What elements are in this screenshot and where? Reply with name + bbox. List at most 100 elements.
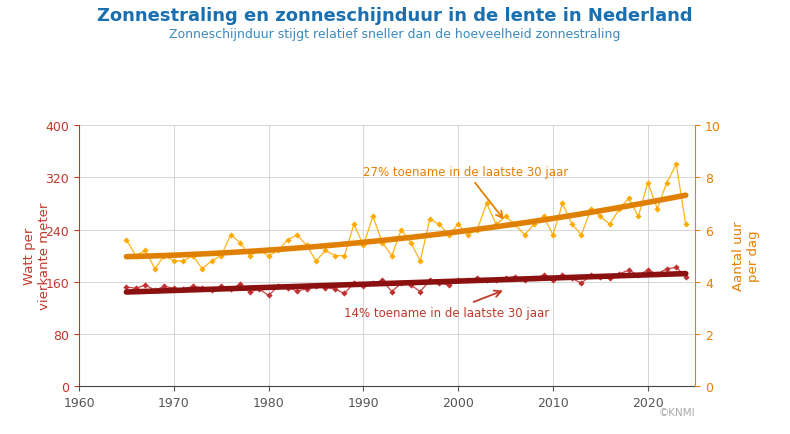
Point bbox=[272, 283, 284, 290]
Point bbox=[300, 286, 313, 293]
Point bbox=[490, 221, 502, 228]
Text: 14% toename in de laatste 30 jaar: 14% toename in de laatste 30 jaar bbox=[344, 291, 550, 319]
Point bbox=[177, 286, 190, 293]
Point bbox=[196, 266, 209, 273]
Point bbox=[329, 253, 341, 260]
Point bbox=[120, 284, 133, 291]
Point bbox=[480, 277, 493, 284]
Point bbox=[262, 253, 275, 260]
Point bbox=[224, 286, 237, 293]
Point bbox=[310, 258, 322, 265]
Point bbox=[139, 282, 152, 289]
Point bbox=[310, 283, 322, 290]
Point bbox=[528, 275, 540, 282]
Point bbox=[594, 273, 607, 280]
Point bbox=[594, 214, 607, 220]
Point bbox=[281, 285, 294, 292]
Point bbox=[404, 282, 417, 289]
Point bbox=[585, 272, 597, 279]
Text: ©KNMI: ©KNMI bbox=[659, 407, 695, 417]
Point bbox=[186, 283, 199, 290]
Point bbox=[509, 273, 521, 280]
Point bbox=[528, 221, 540, 228]
Point bbox=[442, 282, 455, 289]
Point bbox=[224, 232, 237, 239]
Y-axis label: Watt per
vierkante meter: Watt per vierkante meter bbox=[23, 203, 51, 309]
Point bbox=[632, 272, 645, 279]
Point bbox=[604, 221, 616, 228]
Point bbox=[158, 283, 171, 290]
Point bbox=[452, 221, 465, 228]
Point bbox=[167, 285, 180, 292]
Point bbox=[518, 277, 531, 284]
Point bbox=[499, 275, 512, 282]
Point bbox=[234, 281, 246, 288]
Point bbox=[329, 286, 341, 293]
Point bbox=[471, 227, 483, 233]
Point bbox=[348, 280, 360, 287]
Point bbox=[679, 221, 692, 228]
Point bbox=[537, 272, 550, 279]
Point bbox=[518, 232, 531, 239]
Point bbox=[404, 240, 417, 247]
Point bbox=[167, 258, 180, 265]
Point bbox=[386, 253, 398, 260]
Y-axis label: Aantal uur
per dag: Aantal uur per dag bbox=[732, 221, 760, 291]
Point bbox=[442, 232, 455, 239]
Point bbox=[253, 247, 265, 254]
Point bbox=[262, 293, 275, 299]
Point bbox=[471, 275, 483, 282]
Point bbox=[679, 273, 692, 280]
Point bbox=[414, 288, 427, 295]
Point bbox=[120, 237, 133, 244]
Point bbox=[149, 266, 161, 273]
Point bbox=[623, 267, 635, 274]
Point bbox=[461, 277, 474, 284]
Point bbox=[130, 285, 142, 292]
Point bbox=[348, 221, 360, 228]
Point bbox=[414, 258, 427, 265]
Point bbox=[670, 161, 683, 168]
Point bbox=[641, 180, 654, 187]
Point bbox=[149, 287, 161, 294]
Point bbox=[215, 283, 228, 290]
Point bbox=[585, 206, 597, 213]
Point bbox=[433, 221, 446, 228]
Point bbox=[623, 195, 635, 202]
Point bbox=[480, 201, 493, 207]
Point bbox=[139, 247, 152, 254]
Point bbox=[376, 277, 389, 284]
Point bbox=[547, 232, 559, 239]
Point bbox=[243, 289, 256, 296]
Point bbox=[613, 271, 626, 278]
Point bbox=[461, 232, 474, 239]
Point bbox=[243, 253, 256, 260]
Point bbox=[509, 221, 521, 228]
Point bbox=[499, 214, 512, 220]
Point bbox=[300, 242, 313, 249]
Point bbox=[660, 266, 673, 273]
Point bbox=[367, 214, 379, 220]
Point bbox=[490, 277, 502, 284]
Point bbox=[205, 258, 218, 265]
Point bbox=[291, 232, 303, 239]
Point bbox=[186, 253, 199, 260]
Text: Zonnestraling en zonneschijnduur in de lente in Nederland: Zonnestraling en zonneschijnduur in de l… bbox=[97, 7, 693, 24]
Point bbox=[641, 267, 654, 274]
Text: 27% toename in de laatste 30 jaar: 27% toename in de laatste 30 jaar bbox=[363, 165, 569, 218]
Point bbox=[386, 288, 398, 295]
Point bbox=[338, 290, 351, 297]
Point bbox=[177, 258, 190, 265]
Point bbox=[566, 275, 578, 282]
Point bbox=[376, 240, 389, 247]
Point bbox=[651, 206, 664, 213]
Point bbox=[556, 201, 569, 207]
Point bbox=[319, 285, 332, 292]
Point bbox=[291, 288, 303, 295]
Point bbox=[632, 214, 645, 220]
Point bbox=[205, 287, 218, 294]
Point bbox=[433, 280, 446, 287]
Point bbox=[660, 180, 673, 187]
Point bbox=[452, 277, 465, 284]
Point bbox=[423, 277, 436, 284]
